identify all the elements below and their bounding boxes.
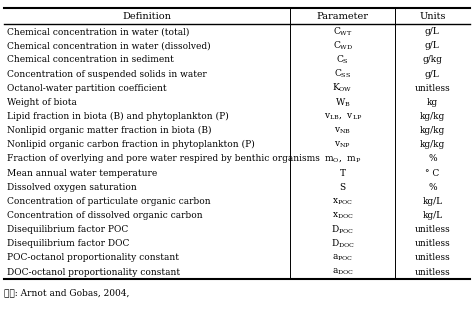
Text: DOC-octanol proportionality constant: DOC-octanol proportionality constant — [7, 268, 180, 277]
Text: K$_\mathregular{OW}$: K$_\mathregular{OW}$ — [332, 82, 353, 94]
Text: Nonlipid organic carbon fraction in phytoplankton (P): Nonlipid organic carbon fraction in phyt… — [7, 140, 254, 149]
Text: unitless: unitless — [414, 239, 450, 248]
Text: T: T — [340, 169, 346, 177]
Text: C$_\mathregular{SS}$: C$_\mathregular{SS}$ — [334, 68, 351, 80]
Text: kg: kg — [427, 98, 438, 107]
Text: Octanol-water partition coefficient: Octanol-water partition coefficient — [7, 84, 166, 93]
Text: D$_\mathregular{POC}$: D$_\mathregular{POC}$ — [331, 224, 354, 236]
Text: C$_\mathregular{S}$: C$_\mathregular{S}$ — [336, 54, 349, 66]
Text: kg/L: kg/L — [422, 211, 442, 220]
Text: Parameter: Parameter — [317, 12, 369, 21]
Text: v$_\mathregular{NP}$: v$_\mathregular{NP}$ — [334, 140, 351, 150]
Text: Chemical concentration in sediment: Chemical concentration in sediment — [7, 55, 174, 64]
Text: Weight of biota: Weight of biota — [7, 98, 76, 107]
Text: C$_\mathregular{WT}$: C$_\mathregular{WT}$ — [333, 25, 353, 38]
Text: POC-octanol proportionality constant: POC-octanol proportionality constant — [7, 253, 178, 262]
Text: %: % — [428, 155, 437, 163]
Text: 출처: Arnot and Gobas, 2004,: 출처: Arnot and Gobas, 2004, — [4, 289, 129, 298]
Text: Lipid fraction in biota (B) and phytoplankton (P): Lipid fraction in biota (B) and phytopla… — [7, 112, 228, 121]
Text: x$_\mathregular{DOC}$: x$_\mathregular{DOC}$ — [332, 210, 354, 221]
Text: Nonlipid organic matter fraction in biota (B): Nonlipid organic matter fraction in biot… — [7, 126, 211, 135]
Text: S: S — [340, 183, 346, 192]
Text: kg/L: kg/L — [422, 197, 442, 206]
Text: W$_\mathregular{B}$: W$_\mathregular{B}$ — [335, 96, 351, 108]
Text: m$_\mathregular{O}$,  m$_\mathregular{P}$: m$_\mathregular{O}$, m$_\mathregular{P}$ — [324, 154, 362, 164]
Text: unitless: unitless — [414, 253, 450, 262]
Text: unitless: unitless — [414, 225, 450, 234]
Text: x$_\mathregular{POC}$: x$_\mathregular{POC}$ — [332, 196, 353, 207]
Text: a$_\mathregular{POC}$: a$_\mathregular{POC}$ — [332, 253, 354, 263]
Text: Concentration of particulate organic carbon: Concentration of particulate organic car… — [7, 197, 210, 206]
Text: a$_\mathregular{DOC}$: a$_\mathregular{DOC}$ — [332, 267, 354, 277]
Text: Mean annual water temperature: Mean annual water temperature — [7, 169, 157, 177]
Text: %: % — [428, 183, 437, 192]
Text: C$_\mathregular{WD}$: C$_\mathregular{WD}$ — [333, 39, 353, 52]
Text: D$_\mathregular{DOC}$: D$_\mathregular{DOC}$ — [331, 238, 354, 250]
Text: Dissolved oxygen saturation: Dissolved oxygen saturation — [7, 183, 136, 192]
Text: Concentration of dissolved organic carbon: Concentration of dissolved organic carbo… — [7, 211, 202, 220]
Text: Definition: Definition — [123, 12, 171, 21]
Text: Disequilibrium factor POC: Disequilibrium factor POC — [7, 225, 128, 234]
Text: v$_\mathregular{NB}$: v$_\mathregular{NB}$ — [334, 125, 351, 136]
Text: kg/kg: kg/kg — [420, 126, 445, 135]
Text: Concentration of suspended solids in water: Concentration of suspended solids in wat… — [7, 70, 206, 79]
Text: Chemical concentration in water (total): Chemical concentration in water (total) — [7, 27, 189, 36]
Text: ° C: ° C — [425, 169, 439, 177]
Text: unitless: unitless — [414, 84, 450, 93]
Text: g/L: g/L — [425, 27, 440, 36]
Text: Chemical concentration in water (dissolved): Chemical concentration in water (dissolv… — [7, 41, 210, 50]
Text: Disequilibrium factor DOC: Disequilibrium factor DOC — [7, 239, 129, 248]
Text: unitless: unitless — [414, 268, 450, 277]
Text: v$_\mathregular{LB}$,  v$_\mathregular{LP}$: v$_\mathregular{LB}$, v$_\mathregular{LP… — [323, 112, 362, 121]
Text: Fraction of overlying and pore water respired by benthic organisms: Fraction of overlying and pore water res… — [7, 155, 320, 163]
Text: g/L: g/L — [425, 70, 440, 79]
Text: g/L: g/L — [425, 41, 440, 50]
Text: kg/kg: kg/kg — [420, 140, 445, 149]
Text: g/kg: g/kg — [422, 55, 442, 64]
Text: Units: Units — [419, 12, 446, 21]
Text: kg/kg: kg/kg — [420, 112, 445, 121]
